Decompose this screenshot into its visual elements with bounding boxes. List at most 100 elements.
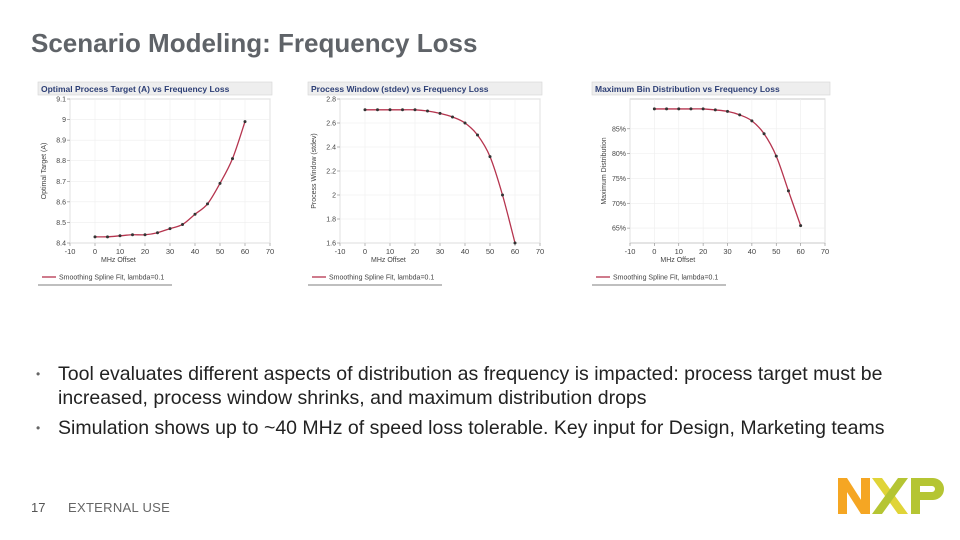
y-axis-label: Optimal Target (A) — [41, 143, 48, 200]
data-point — [689, 107, 693, 111]
data-point — [476, 133, 479, 137]
data-point — [665, 107, 669, 111]
x-tick-label: 50 — [772, 247, 780, 256]
data-point — [218, 181, 222, 185]
charts-area: Optimal Process Target (A) vs Frequency … — [37, 81, 831, 286]
x-tick-label: 0 — [93, 247, 97, 256]
y-tick-label: 2.8 — [326, 97, 336, 104]
bullet-marker: • — [36, 421, 41, 435]
y-tick-label: 1.6 — [326, 241, 336, 248]
data-point — [451, 115, 454, 119]
x-tick-label: 10 — [116, 247, 124, 256]
chart-title-bar — [307, 81, 543, 96]
y-tick-label: 9.1 — [56, 97, 66, 104]
x-axis-label: MHz Offset — [371, 257, 406, 264]
chart-2: Process Window (stdev) vs Frequency Loss… — [307, 81, 544, 286]
bullet-list: • Tool evaluates different aspects of dis… — [36, 362, 936, 446]
x-tick-label: 60 — [796, 247, 804, 256]
data-point — [206, 202, 209, 206]
y-tick-label: 85% — [612, 126, 626, 133]
data-point — [677, 107, 681, 111]
data-point — [786, 189, 790, 193]
bullet-item: • Tool evaluates different aspects of dis… — [36, 362, 936, 410]
y-tick-label: 65% — [612, 226, 626, 233]
data-point — [774, 154, 778, 158]
x-tick-label: 20 — [141, 247, 149, 256]
x-tick-label: 0 — [652, 247, 656, 256]
y-tick-label: 2 — [332, 193, 336, 200]
chart-1: Optimal Process Target (A) vs Frequency … — [37, 81, 274, 286]
chart-title: Maximum Bin Distribution vs Frequency Lo… — [595, 84, 780, 94]
x-tick-label: -10 — [335, 247, 346, 256]
data-point — [118, 234, 122, 238]
data-point — [413, 108, 417, 112]
y-tick-label: 9 — [62, 117, 66, 124]
page-number: 17 — [31, 500, 46, 515]
chart-title-bar — [591, 81, 831, 96]
data-point — [131, 233, 134, 237]
chart-title-bar — [37, 81, 273, 96]
data-point — [463, 121, 467, 125]
x-tick-label: 20 — [411, 247, 419, 256]
logo-letter-x — [872, 478, 908, 514]
data-point — [762, 132, 766, 136]
x-tick-label: -10 — [65, 247, 76, 256]
logo-letter-p — [911, 478, 944, 514]
x-axis-label: MHz Offset — [660, 257, 695, 264]
y-tick-label: 80% — [612, 151, 626, 158]
y-axis-label: Maximum Distribution — [601, 137, 608, 204]
data-point — [376, 108, 379, 112]
data-point — [181, 222, 184, 226]
y-tick-label: 8.7 — [56, 179, 66, 186]
x-tick-label: 30 — [166, 247, 174, 256]
data-point — [750, 119, 754, 123]
x-tick-label: 70 — [266, 247, 274, 256]
chart-3: Maximum Bin Distribution vs Frequency Lo… — [591, 81, 831, 286]
data-point — [488, 155, 492, 159]
legend-label: Smoothing Spline Fit, lambda=0.1 — [329, 275, 434, 282]
data-point — [231, 157, 234, 161]
data-point — [388, 108, 392, 112]
x-tick-label: 40 — [191, 247, 199, 256]
x-tick-label: 0 — [363, 247, 367, 256]
x-tick-label: 40 — [461, 247, 469, 256]
chart-title: Optimal Process Target (A) vs Frequency … — [41, 84, 230, 94]
y-tick-label: 75% — [612, 176, 626, 183]
data-point — [513, 241, 517, 245]
data-point — [701, 107, 705, 111]
x-tick-label: 30 — [436, 247, 444, 256]
x-axis-label: MHz Offset — [101, 257, 136, 264]
bullet-text: Simulation shows up to ~40 MHz of speed … — [58, 417, 885, 439]
bullet-text: Tool evaluates different aspects of dist… — [58, 363, 883, 409]
data-point — [726, 109, 729, 113]
y-tick-label: 8.8 — [56, 158, 66, 165]
logo-letter-n — [838, 478, 870, 514]
data-point — [501, 193, 504, 197]
bullet-item: • Simulation shows up to ~40 MHz of speed… — [36, 416, 936, 440]
y-tick-label: 8.5 — [56, 220, 66, 227]
data-point — [156, 231, 159, 235]
data-point — [713, 108, 717, 112]
data-point — [243, 120, 247, 124]
data-point — [93, 235, 97, 239]
x-tick-label: -10 — [625, 247, 636, 256]
data-point — [106, 235, 109, 239]
x-tick-label: 70 — [821, 247, 829, 256]
footer-label: EXTERNAL USE — [68, 500, 171, 515]
data-point — [193, 212, 197, 216]
y-tick-label: 2.2 — [326, 169, 336, 176]
y-tick-label: 2.6 — [326, 121, 336, 128]
data-point — [438, 111, 442, 115]
y-axis-label: Process Window (stdev) — [311, 133, 318, 208]
x-tick-label: 10 — [675, 247, 683, 256]
y-tick-label: 8.6 — [56, 199, 66, 206]
data-point — [401, 108, 404, 112]
y-tick-label: 2.4 — [326, 145, 336, 152]
y-tick-label: 8.9 — [56, 138, 66, 145]
bullet-marker: • — [36, 367, 41, 381]
y-tick-label: 8.4 — [56, 241, 66, 248]
data-point — [426, 109, 429, 113]
x-tick-label: 30 — [723, 247, 731, 256]
legend-label: Smoothing Spline Fit, lambda=0.1 — [59, 275, 164, 282]
y-tick-label: 1.8 — [326, 217, 336, 224]
